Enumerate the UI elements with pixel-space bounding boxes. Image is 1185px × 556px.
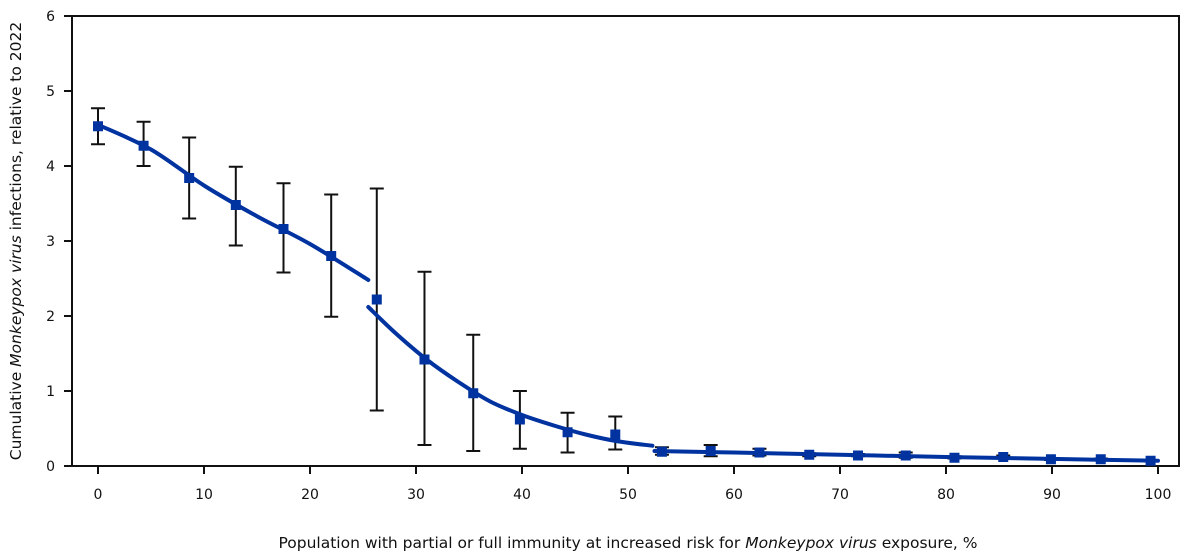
data-point [998, 452, 1009, 462]
y-axis-title: Cumulative Monkeypox virus infections, r… [7, 22, 25, 460]
plot-frame [71, 15, 1180, 467]
y-tick-label: 0 [46, 459, 55, 475]
fit-curve [366, 305, 655, 448]
data-point [1095, 454, 1106, 465]
data-point [278, 224, 289, 234]
x-axis: 0 10 20 30 40 50 60 70 80 90 100 [94, 466, 1172, 503]
x-tick-label: 30 [407, 487, 425, 503]
data-point [804, 449, 815, 460]
x-tick-label: 70 [831, 487, 849, 503]
data-point [656, 446, 667, 457]
y-axis: 0 1 2 3 4 5 6 [46, 9, 72, 475]
x-tick-label: 0 [94, 487, 103, 503]
y-tick-label: 2 [46, 309, 55, 325]
data-point [949, 452, 960, 463]
x-tick-label: 90 [1043, 487, 1061, 503]
data-point [514, 414, 525, 425]
data-point [184, 173, 195, 183]
data-point [230, 200, 241, 210]
data-point [468, 388, 479, 399]
y-tick-label: 1 [46, 384, 55, 400]
data-point [705, 446, 716, 456]
data-point [853, 450, 864, 461]
x-tick-label: 20 [301, 487, 319, 503]
data-point [1045, 454, 1056, 465]
y-tick-label: 4 [46, 159, 55, 175]
y-tick-label: 3 [46, 234, 55, 250]
y-tick-label: 6 [46, 9, 55, 25]
data-point [562, 427, 573, 438]
fit-curves [96, 122, 1160, 463]
data-point [326, 251, 337, 261]
x-axis-title: Population with partial or full immunity… [278, 534, 977, 552]
x-tick-label: 100 [1145, 487, 1172, 503]
data-point [1145, 455, 1156, 466]
data-point [138, 140, 149, 151]
x-tick-label: 60 [725, 487, 743, 503]
data-point [900, 450, 911, 461]
fit-curve [96, 122, 371, 282]
data-point [419, 354, 430, 365]
data-point [93, 121, 103, 132]
data-point [754, 447, 765, 458]
error-bars [91, 107, 1158, 463]
x-tick-label: 80 [937, 487, 955, 503]
x-tick-label: 10 [195, 487, 213, 503]
data-point [610, 429, 621, 440]
x-tick-label: 40 [513, 487, 531, 503]
y-tick-label: 5 [46, 84, 55, 100]
x-tick-label: 50 [619, 487, 637, 503]
data-point [371, 294, 382, 305]
data-points [93, 121, 1156, 466]
